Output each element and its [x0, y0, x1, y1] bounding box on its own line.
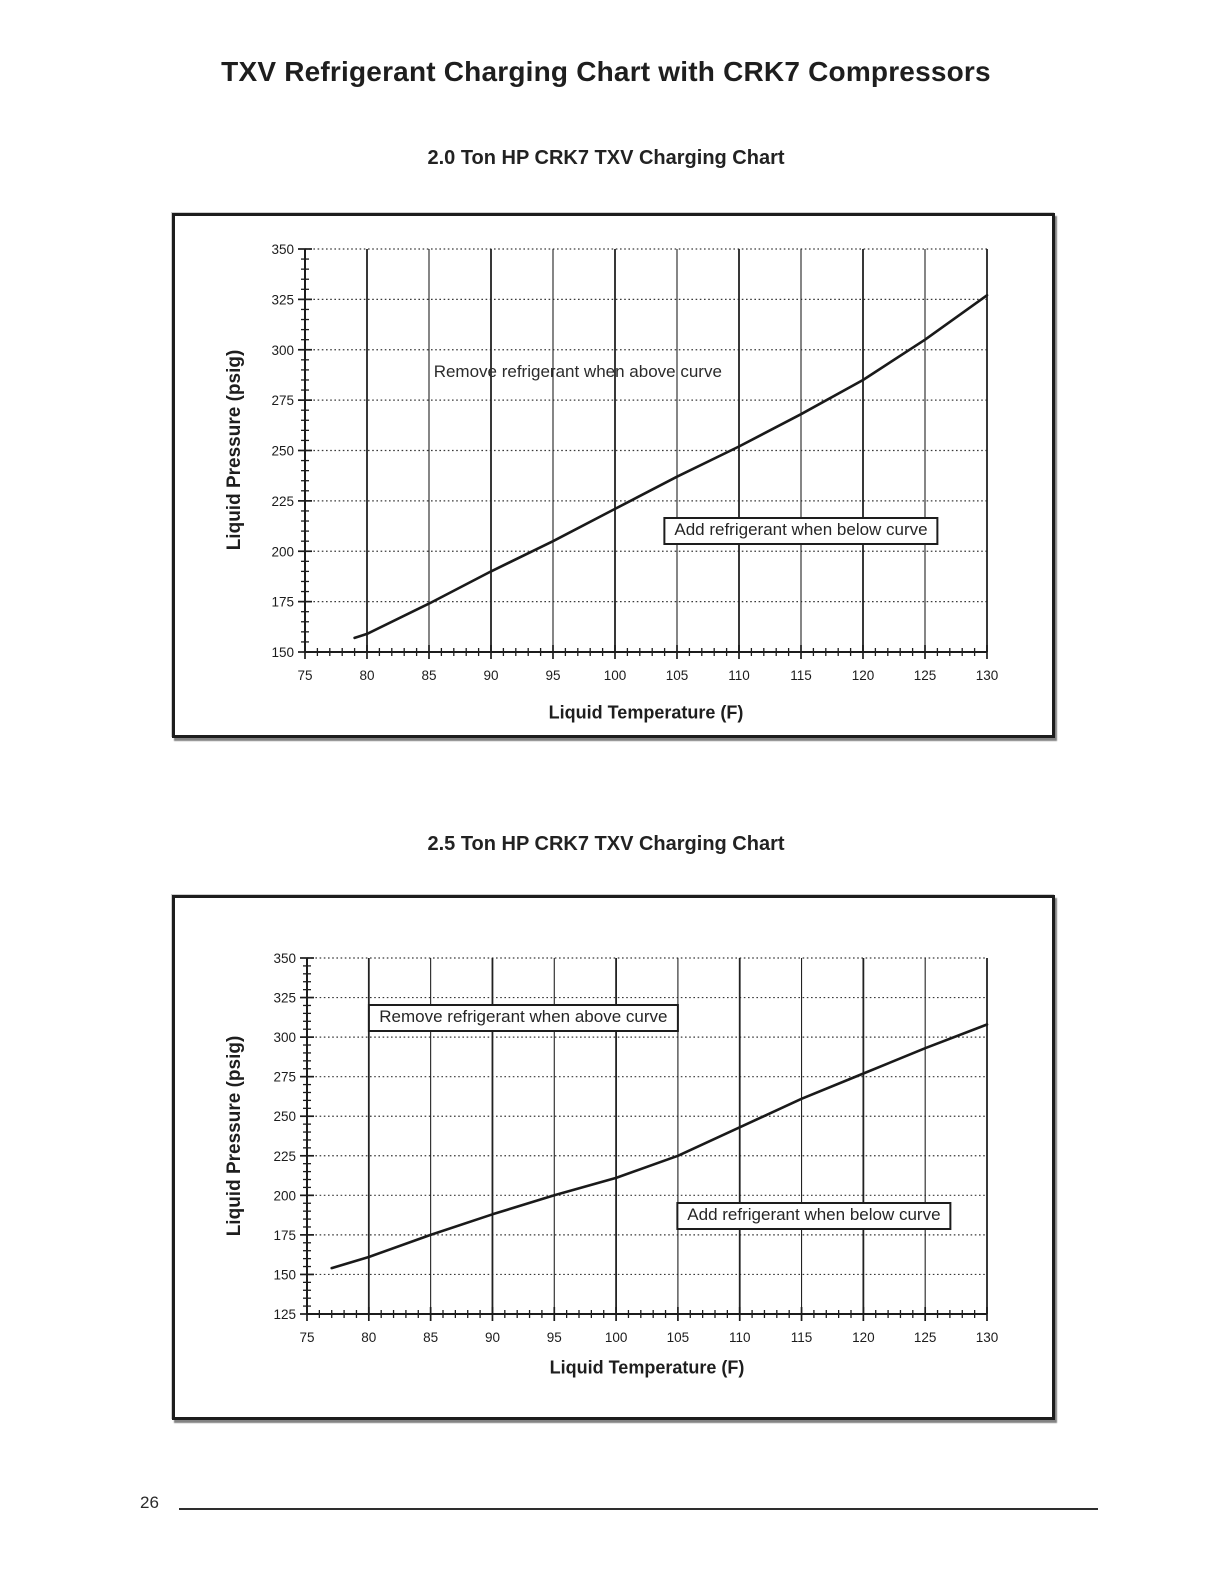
chart-1-frame: 75 80 85 90 95 100 105 110 115 120 125 130 150 175 200…: [172, 213, 1055, 738]
x-tick-label: 105: [667, 1330, 690, 1345]
charging-curve: [330, 1023, 989, 1270]
boxed-annotation: Add refrigerant when below curve: [676, 1201, 952, 1230]
x-tick-label: 80: [361, 1330, 376, 1345]
x-tick-label: 75: [297, 668, 312, 683]
x-tick-label: 80: [359, 668, 374, 683]
x-tick-label: 100: [605, 1330, 628, 1345]
x-tick-label: 120: [852, 1330, 875, 1345]
y-tick-label: 175: [273, 1228, 296, 1243]
chart-2-x-axis-label: Liquid Temperature (F): [549, 1357, 745, 1378]
y-tick-label: 275: [271, 393, 294, 408]
y-tick-label: 200: [271, 544, 294, 559]
x-tick-label: 85: [423, 1330, 438, 1345]
y-tick-label: 225: [271, 494, 294, 509]
y-tick-label: 350: [271, 242, 294, 257]
x-tick-label: 110: [728, 668, 750, 683]
page-title: TXV Refrigerant Charging Chart with CRK7…: [221, 56, 991, 87]
y-tick-label: 225: [273, 1149, 296, 1164]
x-tick-label: 105: [666, 668, 689, 683]
chart-1-x-axis-label: Liquid Temperature (F): [548, 702, 744, 723]
y-tick-label: 150: [273, 1267, 296, 1282]
x-tick-label: 90: [483, 668, 498, 683]
footer-rule: [179, 1508, 1098, 1510]
y-tick-label: 325: [271, 292, 294, 307]
chart-1-plot: 75 80 85 90 95 100 105 110 115 120 125 130 150 175 200…: [271, 242, 999, 683]
y-tick-label: 350: [273, 951, 296, 966]
y-tick-label: 250: [271, 444, 294, 459]
y-tick-label: 125: [273, 1307, 296, 1322]
annotation: Remove refrigerant when above curve: [433, 361, 722, 381]
x-tick-label: 95: [545, 668, 560, 683]
y-tick-label: 250: [273, 1109, 296, 1124]
y-tick-label: 200: [273, 1188, 296, 1203]
chart-2-frame: 75 80 85 90 95 100 105 110 115 120 125 130 125 150 175…: [172, 895, 1055, 1420]
x-tick-label: 115: [790, 668, 812, 683]
x-tick-label: 130: [976, 1330, 999, 1345]
x-tick-label: 90: [485, 1330, 500, 1345]
chart-2-y-axis-label: Liquid Pressure (psig): [224, 1035, 245, 1237]
y-tick-label: 325: [273, 991, 296, 1006]
x-tick-label: 110: [729, 1330, 751, 1345]
y-tick-label: 300: [273, 1030, 296, 1045]
chart-1-title: 2.0 Ton HP CRK7 TXV Charging Chart: [427, 147, 785, 169]
y-tick-label: 300: [271, 343, 294, 358]
y-tick-label: 175: [271, 595, 294, 610]
x-tick-label: 75: [299, 1330, 314, 1345]
x-tick-label: 85: [421, 668, 436, 683]
x-tick-label: 95: [547, 1330, 562, 1345]
page-number: 26: [140, 1493, 159, 1512]
boxed-annotation: Remove refrigerant when above curve: [368, 1004, 679, 1033]
chart-1-y-axis-label: Liquid Pressure (psig): [224, 349, 245, 551]
chart-2-title: 2.5 Ton HP CRK7 TXV Charging Chart: [427, 833, 785, 855]
chart-2-plot: 75 80 85 90 95 100 105 110 115 120 125 130 125 150 175…: [273, 951, 999, 1345]
x-tick-label: 100: [604, 668, 627, 683]
x-tick-label: 130: [976, 668, 999, 683]
charging-curve: [353, 294, 989, 640]
y-tick-label: 275: [273, 1070, 296, 1085]
x-tick-label: 120: [852, 668, 875, 683]
x-tick-label: 115: [791, 1330, 813, 1345]
x-tick-label: 125: [914, 1330, 937, 1345]
x-tick-label: 125: [914, 668, 937, 683]
y-tick-label: 150: [271, 645, 294, 660]
boxed-annotation: Add refrigerant when below curve: [663, 517, 939, 546]
